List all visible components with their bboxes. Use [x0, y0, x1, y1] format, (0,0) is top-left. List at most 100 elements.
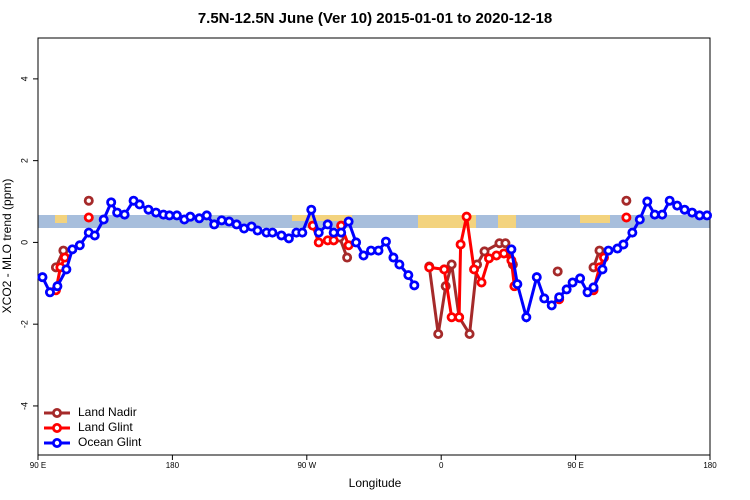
data-point — [313, 237, 324, 248]
data-point — [328, 235, 339, 246]
data-point — [231, 219, 242, 230]
data-point — [83, 195, 94, 206]
data-point — [664, 195, 675, 206]
data-point — [343, 216, 354, 227]
data-point — [267, 227, 278, 238]
data-point — [394, 259, 405, 270]
legend-swatch — [52, 437, 63, 448]
data-point — [594, 245, 605, 256]
data-point — [252, 225, 263, 236]
data-point — [702, 210, 713, 221]
data-point — [546, 300, 557, 311]
x-tick-label: 90 E — [567, 461, 583, 470]
data-point — [59, 252, 70, 263]
data-point — [552, 266, 563, 277]
x-tick-label: 180 — [703, 461, 717, 470]
data-point — [512, 279, 523, 290]
data-point — [500, 238, 511, 249]
data-point — [561, 284, 572, 295]
plot-frame — [37, 37, 711, 456]
legend-label: Land Nadir — [78, 405, 137, 419]
data-point — [313, 227, 324, 238]
legend-swatch — [52, 407, 63, 418]
data-point — [171, 210, 182, 221]
data-point — [89, 230, 100, 241]
x-tick-label: 90 E — [30, 461, 46, 470]
data-point — [621, 212, 632, 223]
data-point — [98, 214, 109, 225]
data-point — [351, 237, 362, 248]
legend-label: Land Glint — [78, 420, 133, 434]
data-point — [342, 252, 353, 263]
data-point — [531, 272, 542, 283]
data-point — [134, 199, 145, 210]
data-point — [476, 277, 487, 288]
data-point — [52, 281, 63, 292]
data-point — [216, 215, 227, 226]
data-point — [336, 227, 347, 238]
data-point — [634, 214, 645, 225]
data-point — [358, 250, 369, 261]
legend-label: Ocean Glint — [78, 435, 142, 449]
data-point — [554, 292, 565, 303]
data-point — [657, 209, 668, 220]
data-point — [209, 219, 220, 230]
data-point — [74, 240, 85, 251]
data-point — [621, 195, 632, 206]
chart-title: 7.5N-12.5N June (Ver 10) 2015-01-01 to 2… — [198, 10, 552, 27]
data-point — [575, 273, 586, 284]
data-point — [455, 239, 466, 250]
data-point — [603, 245, 614, 256]
x-tick-label: 180 — [166, 461, 180, 470]
data-point — [479, 246, 490, 257]
data-point — [446, 259, 457, 270]
y-axis-label: XCO2 - MLO trend (ppm) — [0, 179, 14, 314]
data-point — [403, 270, 414, 281]
data-point — [539, 293, 550, 304]
x-tick-label: 0 — [439, 461, 444, 470]
data-point — [306, 204, 317, 215]
data-point — [201, 210, 212, 221]
y-tick-label: -4 — [19, 402, 29, 410]
data-point — [83, 212, 94, 223]
data-point — [439, 264, 450, 275]
data-point — [61, 264, 72, 275]
data-point — [469, 264, 480, 275]
data-point — [498, 248, 509, 259]
data-point — [119, 209, 130, 220]
data-point — [642, 196, 653, 207]
y-tick-label: 0 — [19, 240, 29, 245]
x-tick-label: 90 W — [297, 461, 316, 470]
data-point — [409, 280, 420, 291]
data-point — [380, 236, 391, 247]
y-tick-label: -2 — [19, 320, 29, 328]
land-ocean-band — [38, 215, 710, 228]
data-point — [322, 219, 333, 230]
data-point — [185, 211, 196, 222]
data-point — [388, 252, 399, 263]
legend-swatch — [52, 422, 63, 433]
data-point — [106, 197, 117, 208]
data-point — [297, 227, 308, 238]
data-point — [461, 211, 472, 222]
data-point — [454, 312, 465, 323]
data-point — [582, 287, 593, 298]
x-axis-label: Longitude — [349, 476, 402, 490]
data-point — [67, 244, 78, 255]
y-tick-label: 2 — [19, 158, 29, 163]
data-point — [433, 328, 444, 339]
data-point — [567, 277, 578, 288]
data-point — [373, 245, 384, 256]
data-point — [672, 200, 683, 211]
y-tick-label: 4 — [19, 76, 29, 81]
data-point — [618, 239, 629, 250]
data-point — [464, 328, 475, 339]
data-point — [37, 272, 48, 283]
data-point — [506, 244, 517, 255]
data-point — [597, 264, 608, 275]
data-point — [627, 227, 638, 238]
data-point — [588, 282, 599, 293]
data-point — [44, 287, 55, 298]
data-point — [424, 262, 435, 273]
